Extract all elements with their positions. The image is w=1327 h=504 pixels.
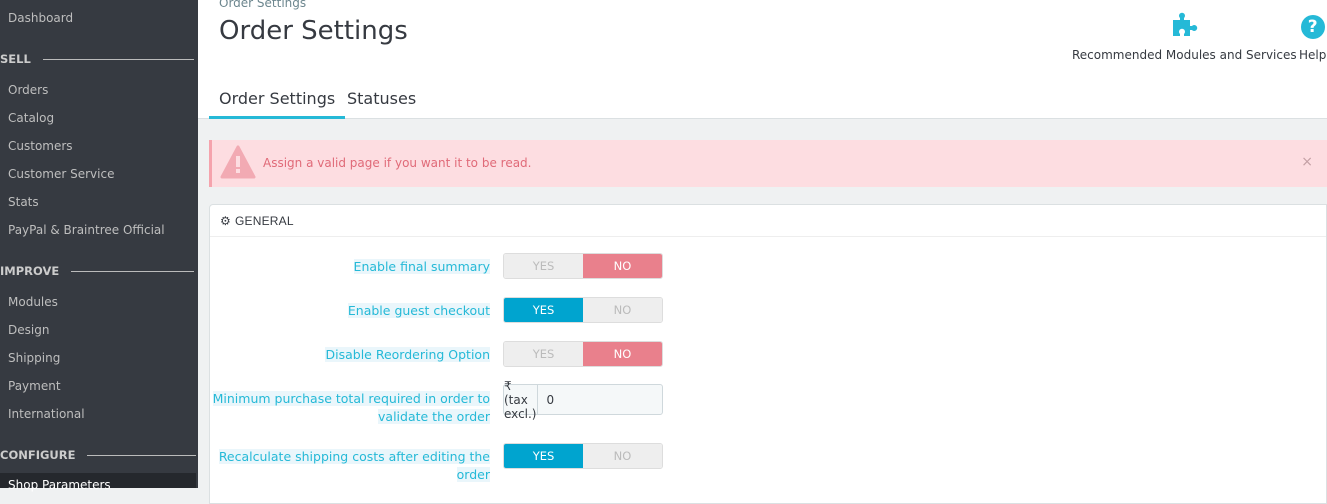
currency-addon: ₹ (tax excl.) [504,378,538,421]
sidebar-item-stats[interactable]: Stats [8,195,39,209]
sidebar-section-improve: IMPROVE [0,264,194,278]
sidebar: Dashboard SELL Orders Catalog Customers … [0,0,198,492]
field-label: Enable final summary [200,258,490,276]
breadcrumb[interactable]: Order Settings [219,0,307,10]
sidebar-item-shop-parameters[interactable]: Shop Parameters [8,478,111,492]
switch-yes[interactable]: YES [504,298,583,322]
sidebar-item-international[interactable]: International [8,407,85,421]
sidebar-item-paypal[interactable]: PayPal & Braintree Official [8,223,165,237]
divider [42,58,194,60]
sidebar-item-payment[interactable]: Payment [8,379,61,393]
sidebar-item-modules[interactable]: Modules [8,295,58,309]
field-label: Enable guest checkout [200,302,490,320]
switch-no[interactable]: NO [583,342,662,366]
switch-yes[interactable]: YES [504,444,583,468]
sidebar-item-catalog[interactable]: Catalog [8,111,55,125]
label-text: Recalculate shipping costs after editing… [218,449,490,482]
help-label: Help [1299,48,1327,62]
tab-statuses[interactable]: Statuses [347,89,417,108]
cogs-icon: ⚙ [220,213,231,228]
switch-yes[interactable]: YES [504,254,583,278]
tab-order-settings[interactable]: Order Settings [209,89,346,119]
page-header: Order Settings Order Settings Recommende… [198,0,1327,119]
recommended-modules-button[interactable]: Recommended Modules and Services [1072,10,1297,62]
label-text: Enable guest checkout [347,303,490,318]
help-icon: ? [1300,15,1325,39]
sidebar-item-dashboard[interactable]: Dashboard [8,11,74,25]
yes-no-switch[interactable]: YES NO [503,297,663,323]
field-label: Minimum purchase total required in order… [200,390,490,426]
panel-header: ⚙ GENERAL [210,205,1326,237]
sidebar-item-design[interactable]: Design [8,323,50,337]
switch-no[interactable]: NO [583,254,662,278]
section-title: CONFIGURE [0,448,76,462]
yes-no-switch[interactable]: YES NO [503,341,663,367]
sidebar-item-customer-service[interactable]: Customer Service [8,167,115,181]
warning-icon [220,145,256,179]
error-alert: Assign a valid page if you want it to be… [209,140,1327,187]
alert-message: Assign a valid page if you want it to be… [263,156,532,170]
active-item-bg [0,473,196,488]
page-title: Order Settings [219,16,408,46]
label-text: Disable Reordering Option [325,347,490,362]
switch-yes[interactable]: YES [504,342,583,366]
section-title: IMPROVE [0,264,60,278]
general-panel: ⚙ GENERAL Enable final summary YES NO Enable… [209,204,1327,504]
divider [71,270,194,272]
panel-title: GENERAL [234,213,294,228]
field-label: Disable Reordering Option [200,346,490,364]
help-button[interactable]: ? Help [1299,10,1326,62]
sidebar-section-sell: SELL [0,52,194,66]
yes-no-switch[interactable]: YES NO [503,443,663,469]
divider [87,454,196,456]
minimum-purchase-input[interactable] [537,385,697,414]
switch-no[interactable]: NO [583,298,662,322]
label-text: Enable final summary [353,259,490,274]
sidebar-item-customers[interactable]: Customers [8,139,73,153]
sidebar-item-orders[interactable]: Orders [8,83,49,97]
sidebar-section-configure: CONFIGURE [0,448,196,462]
switch-no[interactable]: NO [583,444,662,468]
minimum-purchase-input-group: ₹ (tax excl.) [503,378,697,421]
section-title: SELL [0,52,31,66]
sidebar-item-shipping[interactable]: Shipping [8,351,61,365]
label-text: Minimum purchase total required in order… [212,391,490,424]
field-label: Recalculate shipping costs after editing… [200,448,490,484]
modules-label: Recommended Modules and Services [1072,48,1297,62]
close-icon[interactable]: × [1301,154,1313,170]
puzzle-icon [1173,12,1198,37]
yes-no-switch[interactable]: YES NO [503,253,663,279]
